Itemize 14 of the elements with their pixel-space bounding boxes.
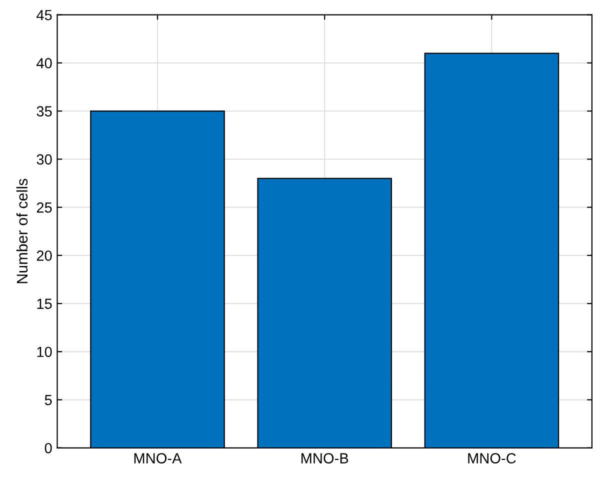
x-tick-label: MNO-C <box>468 453 516 464</box>
y-tick-label: 35 <box>36 106 52 116</box>
y-tick-label: 25 <box>36 202 52 213</box>
y-tick-label: 10 <box>37 346 52 358</box>
y-axis-title: Number of cells <box>16 178 28 284</box>
y-tick-label: 15 <box>37 298 52 309</box>
y-tick-label: 0 <box>44 442 52 454</box>
y-tick-label: 5 <box>44 395 52 406</box>
x-tick-label: MNO-A <box>134 453 182 464</box>
y-tick-label: 30 <box>36 154 52 165</box>
y-tick-label: 45 <box>36 10 52 20</box>
x-tick-label: MNO-B <box>301 453 348 464</box>
y-tick-label: 20 <box>36 250 52 261</box>
y-tick-label: 40 <box>36 58 52 68</box>
